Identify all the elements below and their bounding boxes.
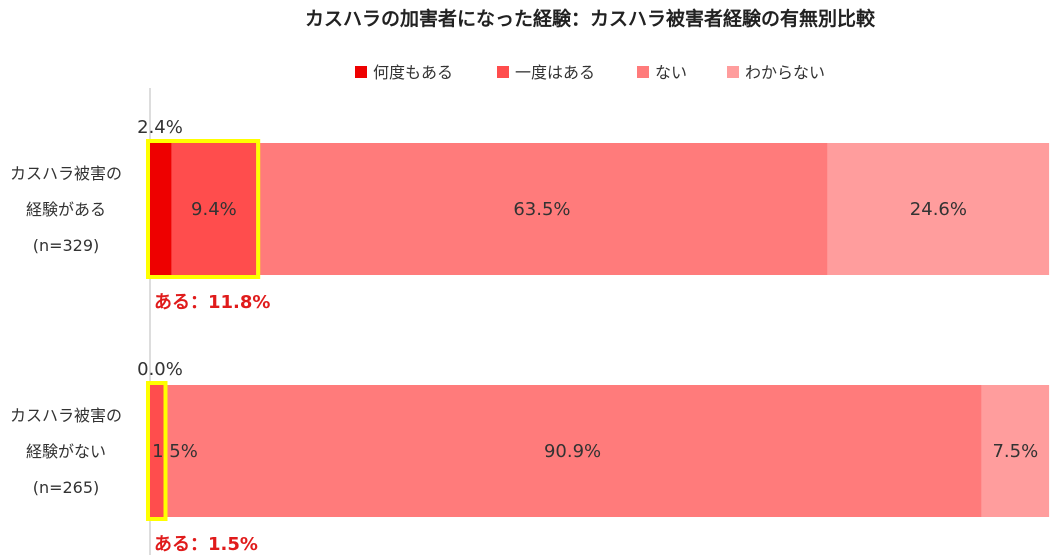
bar-segment xyxy=(163,385,982,517)
data-label: 0.0% xyxy=(137,359,183,380)
chart-title: カスハラの加害者になった経験：カスハラ被害者経験の有無別比較 xyxy=(305,7,876,30)
category-label: (n=265) xyxy=(33,478,100,497)
legend-label: 一度はある xyxy=(515,63,595,82)
legend-swatch xyxy=(727,66,739,78)
category-label: 経験がない xyxy=(26,442,106,461)
annotation-text: ある：11.8% xyxy=(154,292,270,313)
bar-segment xyxy=(171,143,257,275)
legend-label: わからない xyxy=(745,63,825,82)
category-label: カスハラ被害の xyxy=(10,164,122,183)
highlight-box xyxy=(146,139,261,279)
data-label: 90.9% xyxy=(544,441,601,462)
data-label: 24.6% xyxy=(910,199,967,220)
data-label: 9.4% xyxy=(191,199,237,220)
data-label: 7.5% xyxy=(992,441,1038,462)
bar-segment xyxy=(150,385,164,517)
legend: 何度もある 一度はある ない わからない xyxy=(355,63,825,82)
category-label: カスハラ被害の xyxy=(10,406,122,425)
bar-segment xyxy=(981,385,1050,517)
legend-swatch xyxy=(355,66,367,78)
legend-swatch xyxy=(497,66,509,78)
data-label: 1.5% xyxy=(152,441,198,462)
data-label: 63.5% xyxy=(513,199,570,220)
legend-label: 何度もある xyxy=(373,63,453,82)
category-label: (n=329) xyxy=(33,236,100,255)
annotation-text: ある：1.5% xyxy=(154,534,258,555)
bar-segment xyxy=(827,143,1050,275)
legend-label: ない xyxy=(655,63,687,82)
bar-segment xyxy=(256,143,828,275)
bar-segment xyxy=(150,143,172,275)
bars xyxy=(150,143,1050,517)
highlight-box xyxy=(146,381,168,521)
data-label: 2.4% xyxy=(137,117,183,138)
legend-swatch xyxy=(637,66,649,78)
category-label: 経験がある xyxy=(26,200,106,219)
